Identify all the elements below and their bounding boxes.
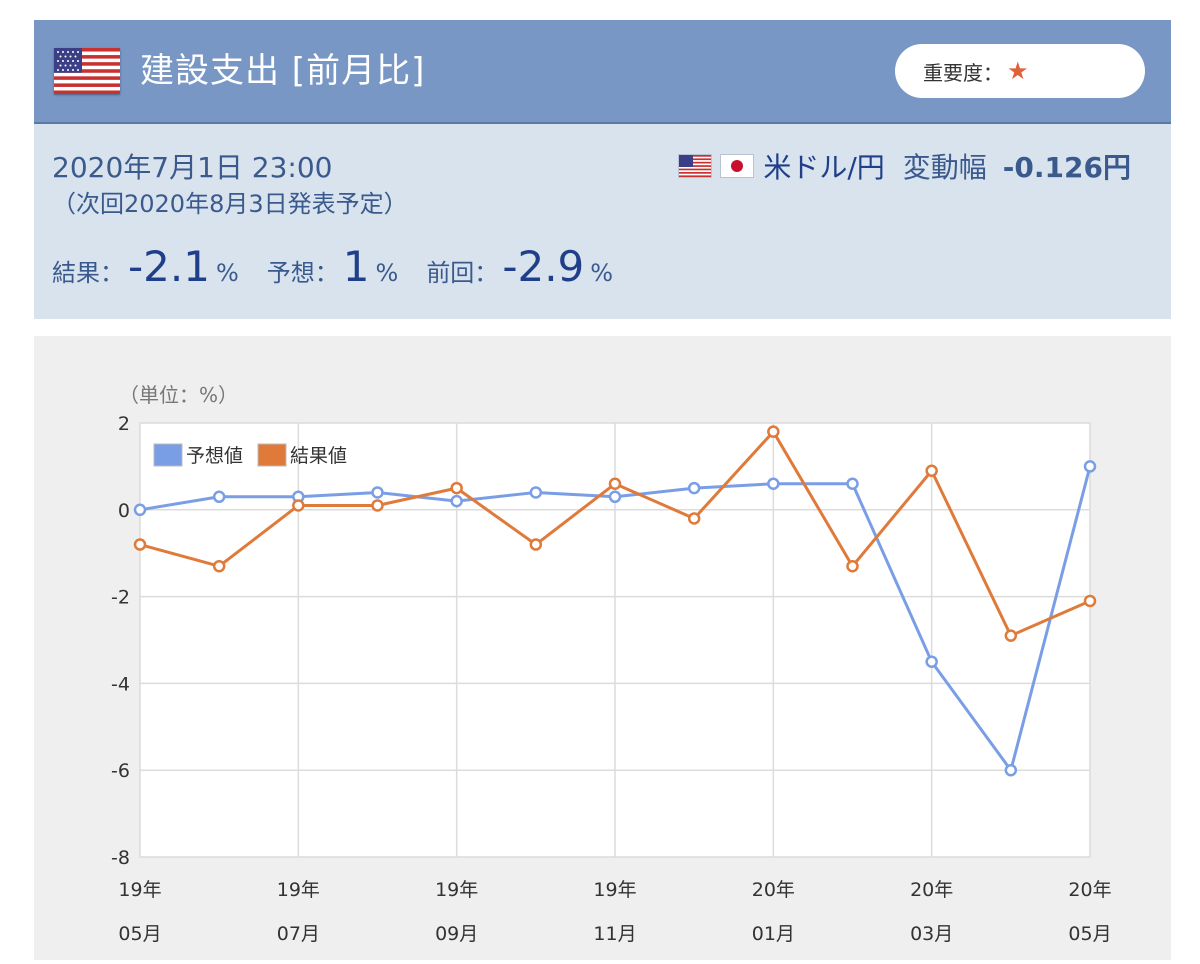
- previous-value: -2.9: [502, 242, 585, 291]
- importance-label: 重要度：: [923, 60, 1003, 85]
- result-unit: %: [215, 259, 239, 287]
- data-point: [212, 559, 226, 573]
- us-flag-icon: [679, 155, 712, 177]
- data-point: [371, 499, 384, 512]
- x-tick-label: 20年: [910, 879, 953, 901]
- y-tick-label: -8: [111, 847, 130, 869]
- release-datetime: 2020年7月1日 23:00: [52, 151, 333, 184]
- data-point: [767, 477, 780, 491]
- currency-pair-info: 米ドル/円 変動幅 -0.126円: [679, 146, 1131, 186]
- importance-badge: 重要度： ★: [895, 44, 1145, 98]
- us-flag-icon: [54, 48, 120, 94]
- legend-swatch: [153, 443, 183, 467]
- result-value: -2.1: [128, 242, 210, 291]
- release-info-panel: 2020年7月1日 23:00 （次回2020年8月3日発表予定） 結果： -2…: [34, 124, 1171, 319]
- data-point: [1083, 594, 1097, 608]
- forecast-value: 1: [342, 242, 370, 291]
- chart-panel: 2 0 -2 -4 -6 -8 19年 05月 19年 07月 19年 09月 19年 11月 20年 01月…: [34, 336, 1171, 960]
- legend-item: 予想値: [153, 443, 243, 467]
- x-tick-label: 20年: [752, 879, 795, 901]
- data-point: [608, 490, 622, 504]
- data-point: [925, 655, 938, 668]
- legend-swatch: [257, 443, 287, 467]
- y-tick-label: 0: [118, 500, 130, 522]
- change-value: -0.126円: [1002, 151, 1131, 184]
- data-point: [450, 494, 463, 508]
- data-point: [1004, 629, 1018, 642]
- x-tick-label: 01月: [752, 923, 795, 945]
- legend-label: 予想値: [186, 445, 243, 467]
- data-point: [1083, 460, 1097, 473]
- legend-item: 結果値: [257, 443, 347, 467]
- x-tick-label: 19年: [277, 879, 320, 901]
- release-stats: 結果： -2.1 % 予想： 1 % 前回： -2.9 %: [52, 242, 641, 291]
- header-bar: 建設支出 [前月比] 重要度： ★: [34, 20, 1171, 124]
- x-tick-label: 05月: [118, 923, 161, 945]
- y-tick-label: 2: [118, 413, 130, 435]
- data-point: [529, 538, 543, 551]
- data-point: [133, 538, 147, 551]
- data-point: [687, 512, 701, 525]
- data-point: [371, 486, 384, 499]
- page-title: 建設支出 [前月比]: [140, 51, 426, 91]
- star-icon: ★: [1007, 57, 1029, 85]
- data-point: [212, 490, 226, 504]
- result-label: 結果：: [52, 259, 124, 287]
- previous-label: 前回：: [426, 259, 499, 287]
- japan-flag-icon: [721, 155, 754, 177]
- y-unit-label: （単位：%）: [119, 383, 238, 407]
- data-point: [925, 464, 938, 477]
- currency-pair-link[interactable]: 米ドル/円: [763, 151, 885, 184]
- y-tick-label: -2: [111, 587, 130, 609]
- y-tick-label: -6: [111, 760, 130, 782]
- x-tick-label: 19年: [435, 879, 478, 901]
- x-tick-label: 07月: [277, 923, 320, 945]
- data-point: [846, 477, 859, 491]
- x-tick-label: 19年: [593, 879, 636, 901]
- x-tick-label: 19年: [118, 879, 161, 901]
- change-label: 変動幅: [902, 151, 987, 184]
- data-point: [450, 481, 463, 495]
- data-point: [608, 477, 622, 491]
- y-tick-label: -4: [111, 673, 130, 695]
- data-point: [687, 481, 701, 495]
- next-release: （次回2020年8月3日発表予定）: [52, 190, 408, 218]
- x-tick-label: 11月: [593, 923, 636, 945]
- data-point: [529, 486, 543, 499]
- data-point: [133, 503, 147, 517]
- forecast-unit: %: [375, 259, 399, 287]
- x-tick-label: 03月: [910, 923, 953, 945]
- data-point: [767, 425, 780, 438]
- x-tick-label: 05月: [1068, 923, 1111, 945]
- x-tick-label: 09月: [435, 923, 478, 945]
- x-tick-label: 20年: [1068, 879, 1111, 901]
- data-point: [846, 559, 859, 573]
- data-point: [292, 499, 305, 512]
- line-chart: 2 0 -2 -4 -6 -8 19年 05月 19年 07月 19年 09月 19年 11月 20年 01月…: [111, 383, 1112, 945]
- forecast-label: 予想：: [266, 259, 339, 287]
- data-point: [1004, 763, 1018, 777]
- previous-unit: %: [590, 259, 614, 287]
- legend-label: 結果値: [290, 445, 347, 467]
